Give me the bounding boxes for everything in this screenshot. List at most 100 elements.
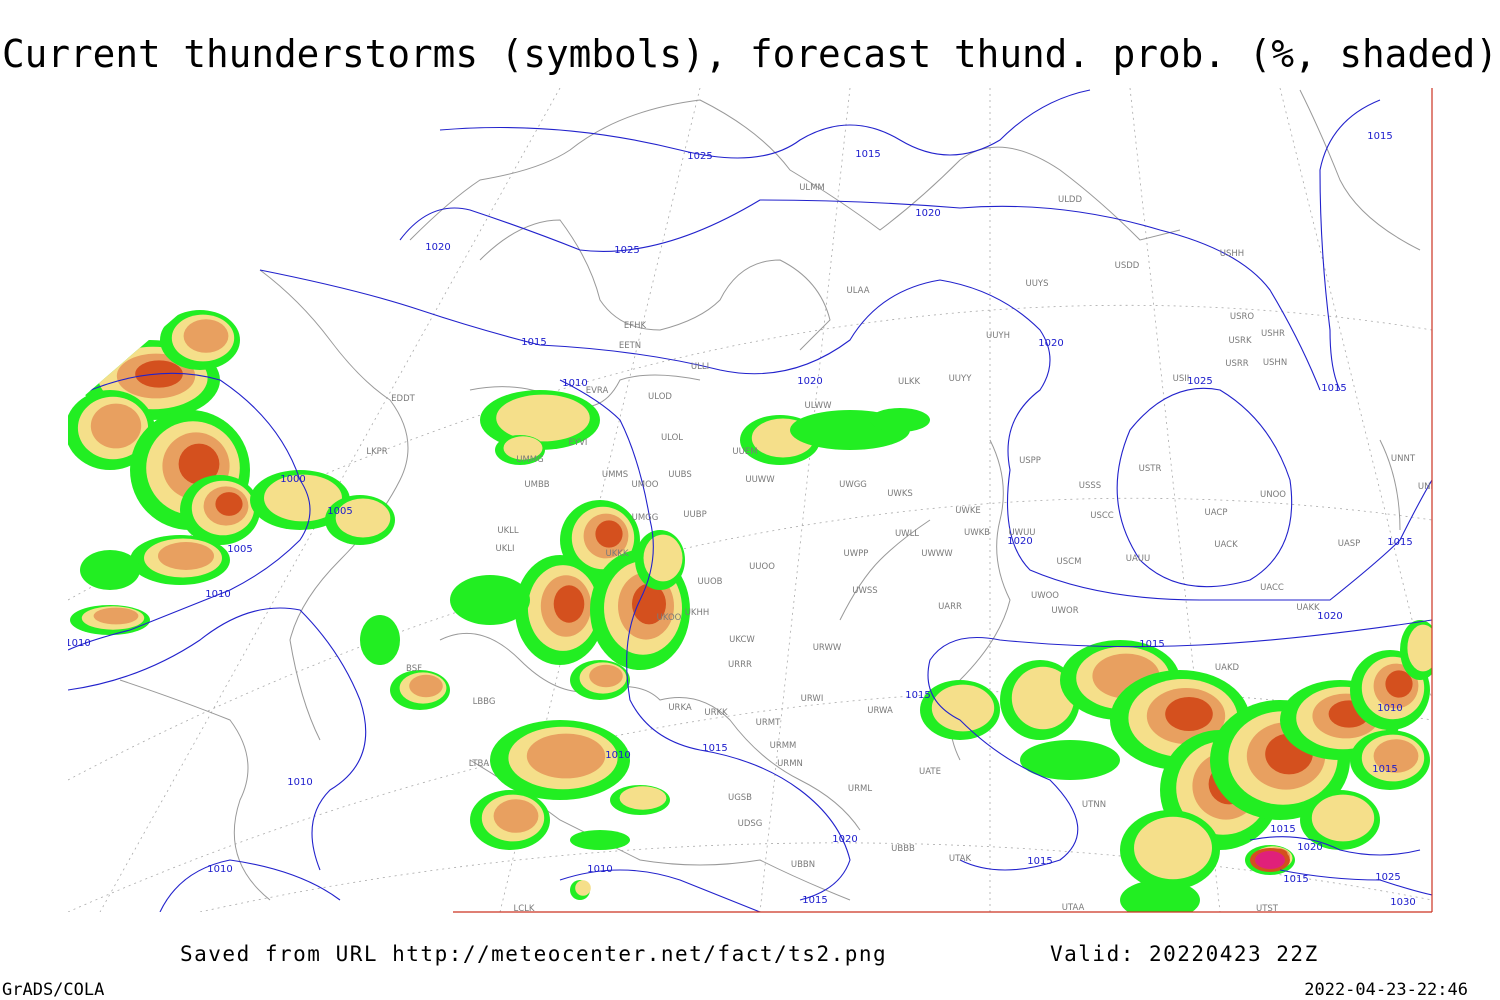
station-label: URWA: [867, 706, 893, 716]
isobar-label: 1010: [587, 864, 612, 875]
isobar-label: 1005: [327, 506, 352, 517]
shade: [553, 585, 585, 623]
station-label: UTAK: [949, 854, 972, 864]
shade: [1020, 740, 1120, 780]
station-label: UKCW: [729, 635, 755, 645]
station-label: UAKK: [1296, 603, 1320, 613]
isobar-label: 1020: [1007, 536, 1032, 547]
station-label: URMN: [777, 759, 803, 769]
station-label: UWGG: [839, 480, 867, 490]
timestamp: 2022-04-23-22:46: [1304, 980, 1468, 1000]
isobar-label: 1025: [614, 245, 639, 256]
shade: [595, 520, 623, 548]
station-label: UBBB: [891, 844, 915, 854]
isobar-label: 1010: [65, 638, 90, 649]
station-label: USCC: [1090, 511, 1114, 521]
shade: [90, 403, 142, 449]
station-label: UNBB: [1418, 482, 1442, 492]
station-label: UWWW: [921, 549, 953, 559]
station-label: UWKS: [887, 489, 913, 499]
isobar-label: 1020: [425, 242, 450, 253]
station-label: USRR: [1225, 359, 1249, 369]
station-label: EFHK: [624, 321, 647, 331]
shade: [575, 880, 591, 896]
isobar-label: 1015: [1367, 131, 1392, 142]
station-label: USSS: [1079, 481, 1101, 491]
station-label: UASP: [1338, 539, 1361, 549]
shade: [1120, 880, 1200, 912]
shade: [80, 550, 140, 590]
station-label: UNOO: [1260, 490, 1286, 500]
isobar-label: 1010: [205, 589, 230, 600]
station-label: UWKB: [964, 528, 990, 538]
station-label: UWUU: [1008, 528, 1035, 538]
station-label: LCLK: [514, 904, 535, 914]
station-label: UTST: [1256, 904, 1279, 914]
station-label: BSF: [406, 664, 422, 674]
station-label: URKK: [704, 708, 728, 718]
shade: [589, 664, 623, 688]
station-label: LTBA: [469, 759, 490, 769]
station-label: UMBB: [524, 480, 549, 490]
station-label: EETN: [619, 341, 641, 351]
shade: [496, 394, 590, 442]
station-label: USCM: [1057, 557, 1082, 567]
isobar-label: 1015: [521, 337, 546, 348]
shade: [215, 492, 243, 516]
isobar-label: 1020: [915, 208, 940, 219]
isobar-label: 1020: [797, 376, 822, 387]
shade: [335, 498, 391, 538]
isobar-label: 1020: [1317, 611, 1342, 622]
shade: [360, 615, 400, 665]
station-label: UWOO: [1031, 591, 1059, 601]
station-label: UUYH: [986, 331, 1010, 341]
station-label: UWSS: [852, 586, 877, 596]
station-label: URWI: [801, 694, 824, 704]
station-label: UGSB: [728, 793, 752, 803]
station-label: ULOL: [661, 433, 683, 443]
isobar-label: 1015: [1283, 874, 1308, 885]
station-label: EDDT: [391, 394, 415, 404]
title: Current thunderstorms (symbols), forecas…: [2, 32, 1498, 76]
station-label: UWOR: [1051, 606, 1078, 616]
shade: [264, 474, 342, 522]
isobar-label: 1015: [802, 895, 827, 906]
isobar-label: 1025: [687, 151, 712, 162]
station-label: UKOO: [657, 613, 682, 623]
station-label: UUBS: [668, 470, 692, 480]
station-label: UUOO: [749, 562, 775, 572]
isobar-label: 1020: [1297, 842, 1322, 853]
station-label: UUYY: [949, 374, 973, 384]
isobar-label: 1010: [287, 777, 312, 788]
station-label: UKHH: [685, 608, 710, 618]
shade: [1385, 670, 1413, 698]
source-url: Saved from URL http://meteocenter.net/fa…: [180, 942, 887, 966]
station-label: ULMM: [799, 183, 825, 193]
station-label: UWLL: [895, 529, 919, 539]
station-label: ULWW: [805, 401, 833, 411]
isobar-label: 1000: [280, 474, 305, 485]
station-label: UNNT: [1391, 454, 1416, 464]
station-label: UAUU: [1126, 554, 1150, 564]
isobar-label: 1015: [702, 743, 727, 754]
isobar-label: 1015: [1270, 824, 1295, 835]
isobar-label: 1010: [605, 750, 630, 761]
valid-time: Valid: 20220423 22Z: [1050, 942, 1319, 966]
shade: [93, 607, 139, 625]
shade: [1255, 851, 1285, 869]
shade: [1407, 624, 1432, 672]
station-label: UDSG: [738, 819, 763, 829]
isobar-label: 1025: [1375, 872, 1400, 883]
station-label: USII: [1173, 374, 1190, 384]
isobar-label: 1015: [1139, 639, 1164, 650]
isobar-label: 1015: [1387, 537, 1412, 548]
station-label: UACK: [1214, 540, 1238, 550]
station-label: USDD: [1115, 261, 1140, 271]
shade: [619, 786, 667, 810]
station-label: USHR: [1261, 329, 1285, 339]
station-label: URKA: [668, 703, 692, 713]
shade: [870, 408, 930, 432]
station-label: URMT: [756, 718, 781, 728]
station-label: UBBN: [791, 860, 815, 870]
station-label: UUOB: [698, 577, 723, 587]
